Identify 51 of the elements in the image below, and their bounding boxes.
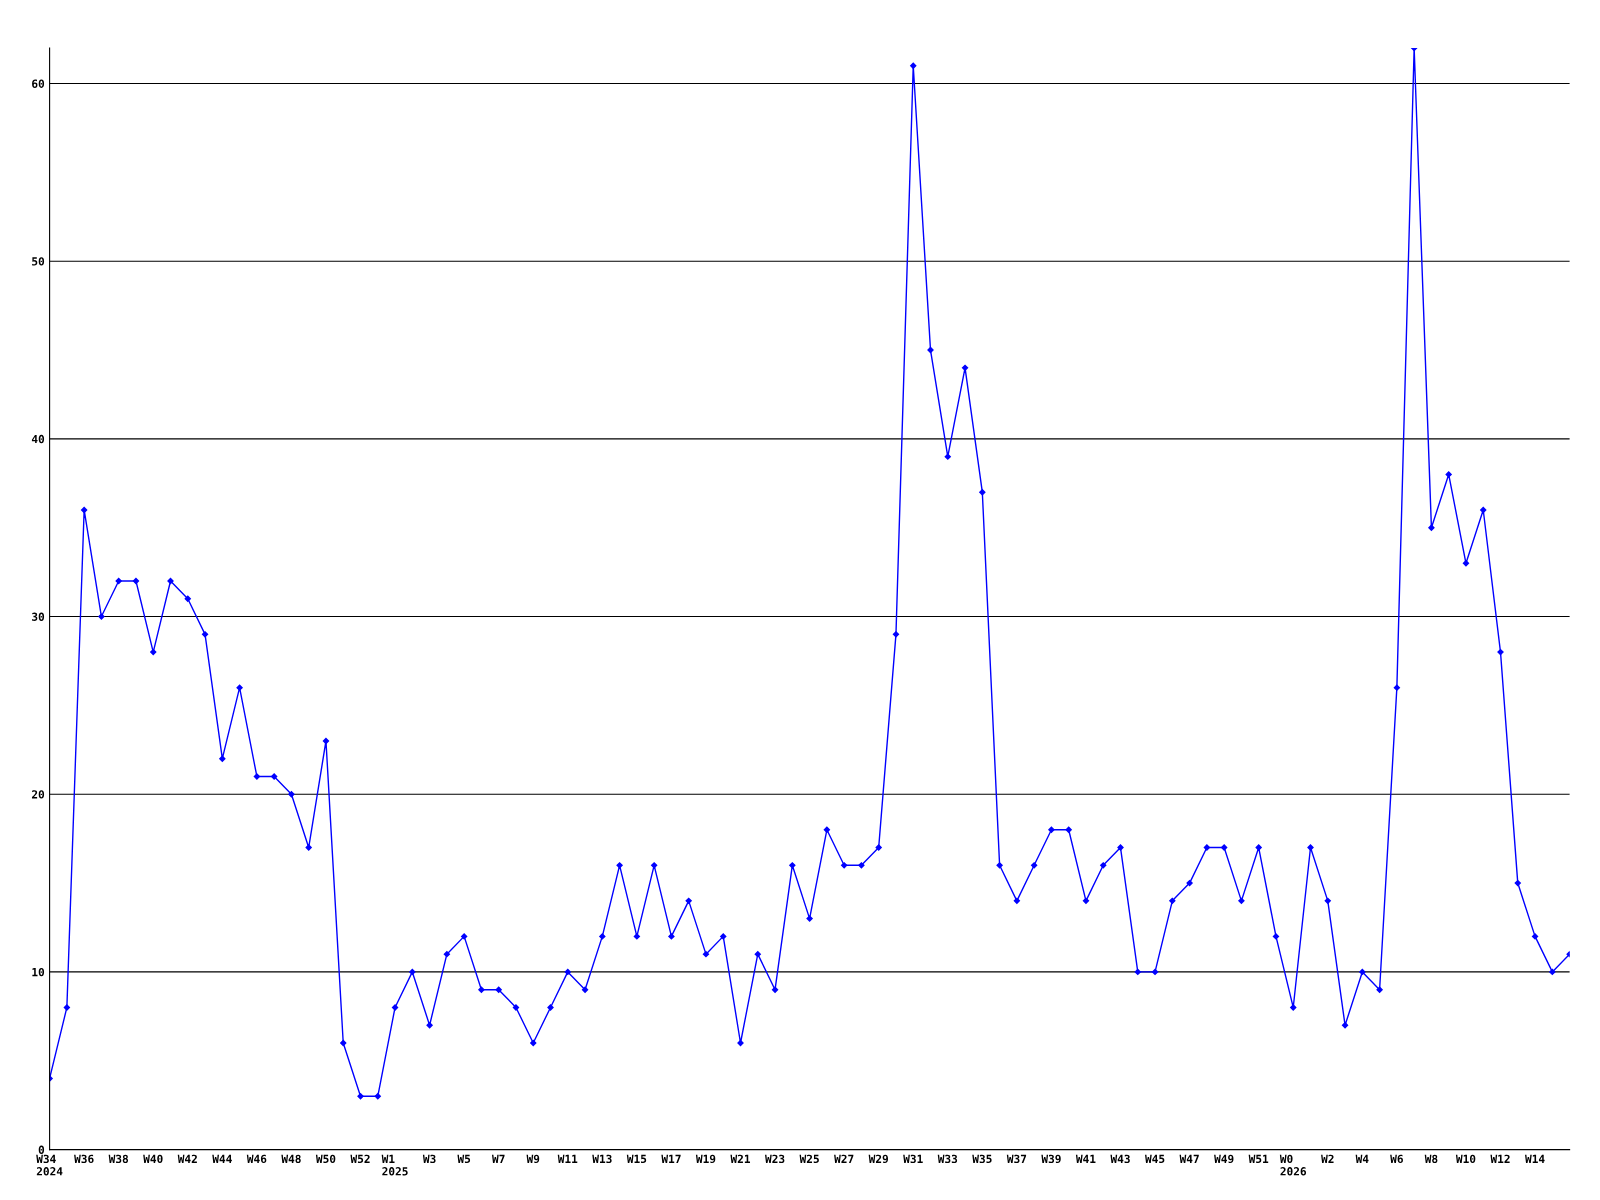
y-tick-label: 10 <box>32 967 45 977</box>
x-tick-label: W19 <box>695 1154 716 1164</box>
y-tick-label: 50 <box>32 257 45 266</box>
x-tick-label: W1 2025 <box>381 1154 408 1176</box>
y-tick-label: 40 <box>31 434 45 444</box>
x-tick-label: W33 <box>937 1154 958 1164</box>
y-tick-label: 0 <box>38 1145 45 1154</box>
x-tick-label: W4 <box>1355 1154 1369 1163</box>
x-tick-label: W6 <box>1390 1154 1403 1164</box>
x-tick-label: W51 <box>1248 1154 1269 1164</box>
x-tick-label: W50 <box>315 1154 336 1164</box>
x-tick-label: W34 2024 <box>36 1154 63 1176</box>
x-tick-label: W14 <box>1525 1154 1545 1163</box>
y-tick-label: 20 <box>31 790 45 799</box>
x-tick-label: W47 <box>1179 1154 1199 1163</box>
x-tick-label: W29 <box>868 1154 889 1164</box>
x-tick-label: W10 <box>1455 1154 1476 1164</box>
x-tick-label: W49 <box>1214 1154 1234 1164</box>
x-tick-label: W43 <box>1110 1154 1130 1164</box>
x-tick-label: W5 <box>457 1154 471 1164</box>
x-tick-label: W44 <box>212 1154 232 1163</box>
x-tick-label: W12 <box>1490 1154 1510 1163</box>
x-tick-label: W2 <box>1321 1154 1334 1163</box>
x-tick-label: W3 <box>422 1154 436 1164</box>
x-tick-label: W9 <box>526 1154 540 1164</box>
y-tick-label: 30 <box>32 612 45 621</box>
x-tick-label: W15 <box>626 1154 647 1164</box>
y-tick-label: 60 <box>32 79 45 88</box>
x-tick-label: W41 <box>1075 1154 1096 1163</box>
x-tick-label: W23 <box>765 1154 785 1164</box>
x-tick-label: W25 <box>799 1154 819 1164</box>
x-tick-label: W38 <box>108 1154 129 1164</box>
x-tick-label: W42 <box>177 1154 197 1163</box>
x-tick-label: W48 <box>281 1154 301 1164</box>
x-tick-label: W52 <box>350 1154 370 1164</box>
x-tick-label: W17 <box>661 1154 681 1163</box>
x-tick-label: W11 <box>557 1154 578 1163</box>
x-tick-label: W8 <box>1424 1154 1438 1164</box>
x-tick-label: W39 <box>1041 1154 1061 1164</box>
x-tick-label: W21 <box>730 1154 751 1163</box>
x-tick-label: W40 <box>143 1154 163 1164</box>
x-tick-label: W27 <box>834 1154 854 1163</box>
x-tick-label: W31 <box>903 1154 923 1164</box>
x-tick-label: W36 <box>74 1154 94 1164</box>
x-tick-label: W13 <box>592 1154 612 1164</box>
x-tick-label: W46 <box>246 1154 267 1164</box>
x-tick-label: W45 <box>1145 1154 1165 1164</box>
x-tick-label: W35 <box>972 1154 992 1164</box>
x-tick-label: W37 <box>1006 1154 1027 1164</box>
x-tick-label: W7 <box>492 1154 505 1163</box>
x-tick-label: W0 2026 <box>1279 1154 1307 1176</box>
